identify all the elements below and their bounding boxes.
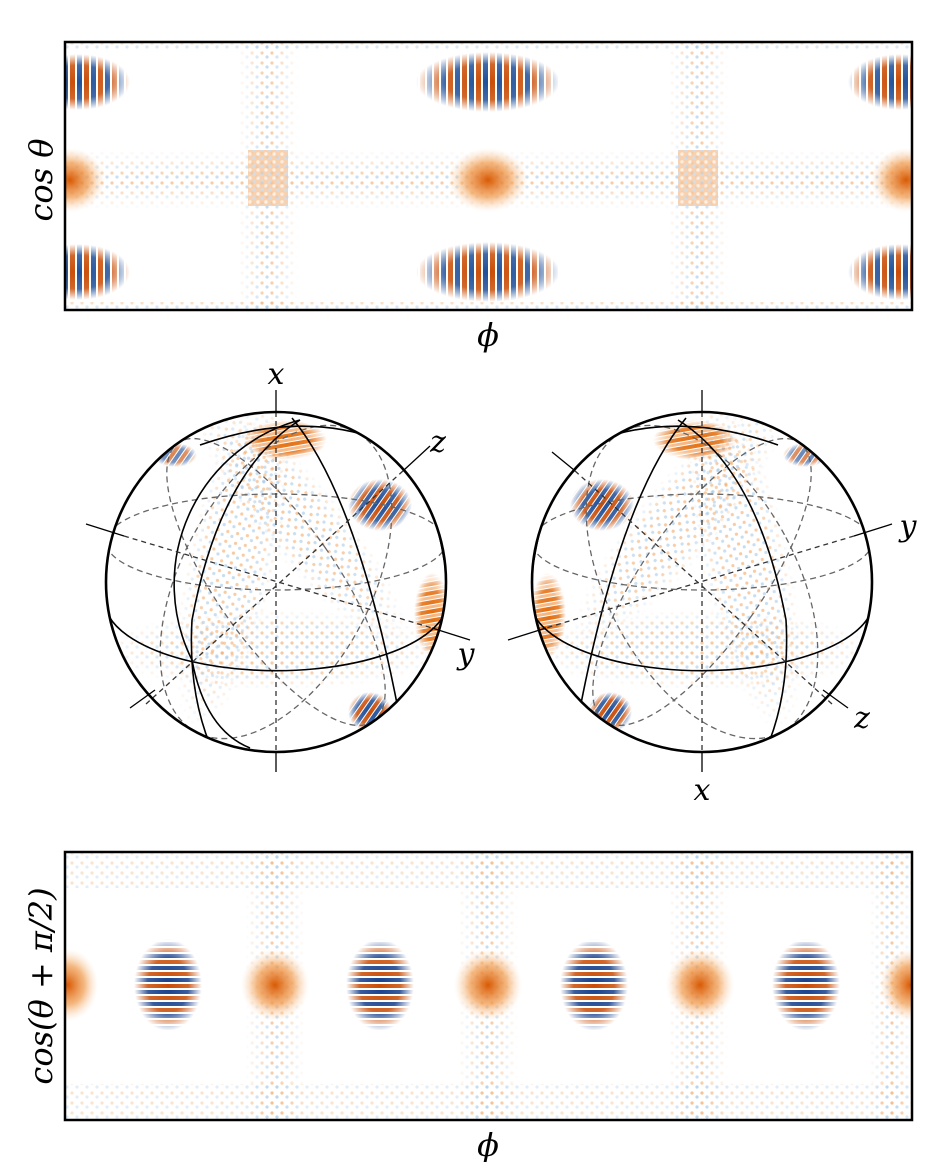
bottom-orange-blob-2 [241, 949, 309, 1021]
bottom-ylabel: cos(θ + π/2) [22, 887, 60, 1084]
top-lobe-lower-right [848, 244, 912, 300]
top-lobe-upper-center [416, 52, 560, 112]
top-panel-frame [63, 40, 914, 312]
top-xlabel: ϕ [477, 316, 499, 354]
top-lobe-upper-left [65, 54, 130, 110]
right-sphere-lobe-z [570, 479, 634, 531]
top-edge-texture-lower [65, 302, 912, 310]
right-sphere-axis-x: x [694, 773, 711, 808]
left-sphere-outline [104, 410, 448, 754]
bottom-orange-blob-4 [666, 949, 734, 1021]
top-panel [65, 42, 912, 310]
right-sphere-outline [530, 410, 874, 754]
left-sphere-axis-x: x [268, 357, 285, 392]
right-sphere-diagonal-texture [572, 412, 788, 646]
left-sphere-axis-y: y [456, 637, 476, 672]
bottom-edge-texture-lower [65, 1084, 912, 1120]
bottom-panel [65, 852, 912, 1120]
left-sphere-lobe-right [414, 573, 446, 657]
bottom-striped-blob-3 [560, 939, 628, 1031]
bottom-xlabel: ϕ [477, 1126, 499, 1162]
bottom-orange-blob-3 [454, 949, 522, 1021]
right-sphere-axis-y: y [898, 509, 918, 544]
bottom-edge-texture-upper [65, 852, 912, 888]
bottom-striped-blob-2 [346, 939, 414, 1031]
bottom-panel-frame [63, 850, 914, 1122]
right-sphere: y z x [507, 390, 918, 808]
top-lobe-upper-right [848, 54, 912, 110]
bottom-orange-blob-5 [880, 949, 912, 1021]
top-crossing-1 [248, 150, 288, 206]
top-crossing-2 [678, 150, 718, 206]
left-sphere-axis-z: z [429, 425, 446, 460]
left-sphere-lobe-z [348, 479, 412, 531]
top-equator-blob-right [871, 148, 912, 212]
left-sphere: x z y [85, 357, 476, 772]
top-equator-blob-center [448, 148, 528, 212]
top-edge-texture-upper [65, 42, 912, 50]
right-sphere-axis-z: z [853, 701, 870, 736]
top-ylabel: cos θ [22, 138, 60, 221]
top-lobe-lower-left [65, 244, 130, 300]
bottom-orange-blob-1 [65, 949, 98, 1021]
bottom-striped-blob-1 [134, 939, 202, 1031]
top-lobe-lower-center [416, 242, 560, 302]
top-equator-blob-left [65, 148, 105, 212]
left-sphere-diagonal-texture [192, 412, 408, 646]
bottom-striped-blob-4 [772, 939, 840, 1031]
